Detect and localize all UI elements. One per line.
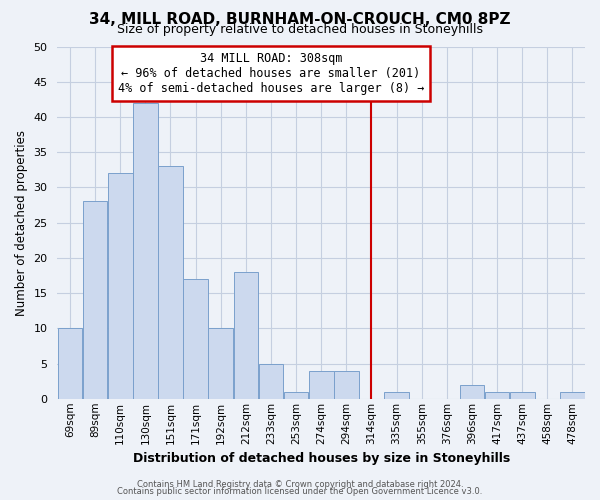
Text: 34, MILL ROAD, BURNHAM-ON-CROUCH, CM0 8PZ: 34, MILL ROAD, BURNHAM-ON-CROUCH, CM0 8P… [89, 12, 511, 28]
Text: Contains public sector information licensed under the Open Government Licence v3: Contains public sector information licen… [118, 487, 482, 496]
Bar [233, 272, 258, 399]
Y-axis label: Number of detached properties: Number of detached properties [15, 130, 28, 316]
Bar [83, 202, 107, 399]
Bar [58, 328, 82, 399]
Bar [485, 392, 509, 399]
Bar [158, 166, 183, 399]
Bar [133, 103, 158, 399]
Bar [560, 392, 585, 399]
X-axis label: Distribution of detached houses by size in Stoneyhills: Distribution of detached houses by size … [133, 452, 510, 465]
Bar [183, 279, 208, 399]
Bar [510, 392, 535, 399]
Bar [108, 174, 133, 399]
Bar [259, 364, 283, 399]
Bar [284, 392, 308, 399]
Text: Contains HM Land Registry data © Crown copyright and database right 2024.: Contains HM Land Registry data © Crown c… [137, 480, 463, 489]
Bar [460, 384, 484, 399]
Bar [208, 328, 233, 399]
Bar [309, 370, 334, 399]
Bar [384, 392, 409, 399]
Bar [334, 370, 359, 399]
Text: 34 MILL ROAD: 308sqm
← 96% of detached houses are smaller (201)
4% of semi-detac: 34 MILL ROAD: 308sqm ← 96% of detached h… [118, 52, 424, 95]
Text: Size of property relative to detached houses in Stoneyhills: Size of property relative to detached ho… [117, 22, 483, 36]
